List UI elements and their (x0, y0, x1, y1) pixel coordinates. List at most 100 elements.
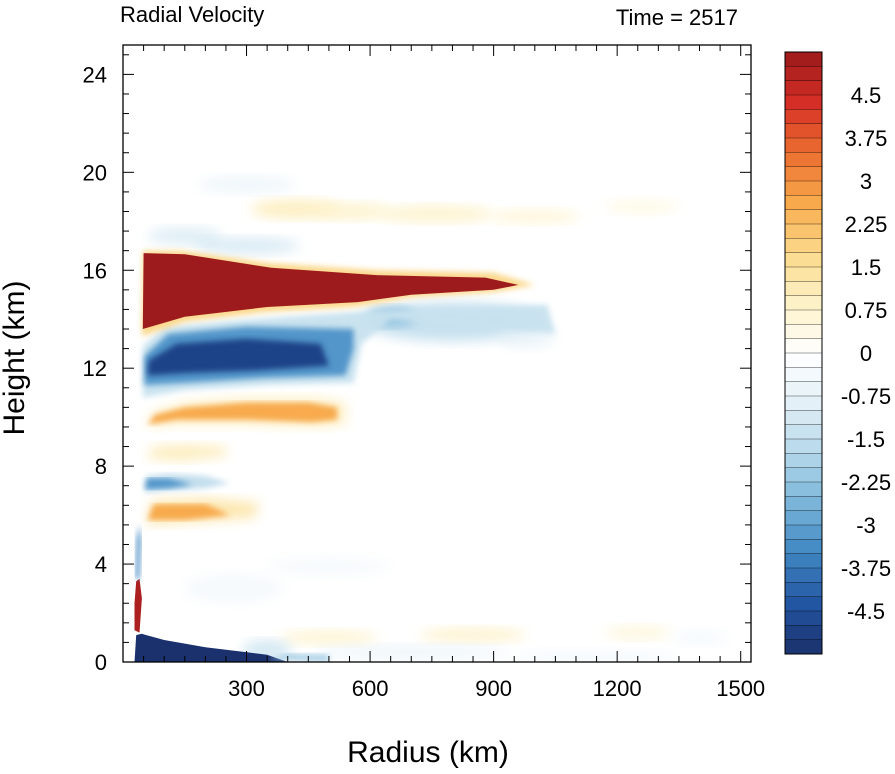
y-tick-label: 20 (83, 160, 107, 185)
colorbar-bin (784, 295, 823, 311)
velocity-contour (419, 627, 527, 643)
y-tick-label: 16 (83, 258, 107, 283)
colorbar-bin (784, 80, 823, 96)
x-tick-label: 300 (228, 676, 265, 701)
colorbar-bin (784, 66, 823, 82)
x-tick-label: 1500 (716, 676, 765, 701)
colorbar-bin (784, 453, 823, 469)
velocity-contour (316, 202, 391, 221)
colorbar-bin (784, 539, 823, 555)
colorbar-bin (784, 324, 823, 340)
colorbar-bin (784, 567, 823, 583)
velocity-contour (147, 504, 231, 520)
colorbar-bin (784, 553, 823, 569)
velocity-contour (147, 227, 222, 245)
colorbar-bin (784, 309, 823, 325)
colorbar-bin (784, 281, 823, 297)
colorbar-label: 3.75 (845, 126, 888, 151)
x-tick-label: 600 (352, 676, 389, 701)
velocity-contour (604, 625, 671, 640)
colorbar-bin (784, 338, 823, 354)
colorbar-bin (784, 51, 823, 67)
velocity-contour (197, 175, 296, 194)
velocity-contour (670, 630, 729, 645)
colorbar-bin (784, 209, 823, 225)
velocity-contour (134, 633, 288, 662)
colorbar-label: 0.75 (845, 298, 888, 323)
y-tick-label: 12 (83, 356, 107, 381)
velocity-contour (312, 644, 511, 660)
colorbar-bin (784, 123, 823, 139)
colorbar-bin (784, 381, 823, 397)
colorbar: 4.5 3.75 3 2.25 1.5 0.75 0 -0.75 -1.5 -2.25 -3 -3.7… (784, 51, 891, 655)
chart-title: Radial Velocity (120, 2, 264, 27)
x-axis-label: Radius (km) (347, 736, 509, 769)
colorbar-bin (784, 639, 823, 655)
colorbar-bin (784, 180, 823, 196)
velocity-contour (147, 444, 226, 462)
colorbar-label: -4.5 (847, 599, 885, 624)
colorbar-bin (784, 596, 823, 612)
colorbar-bin (784, 438, 823, 454)
colorbar-label: -3.75 (841, 556, 891, 581)
colorbar-label: 3 (860, 169, 872, 194)
velocity-contour (267, 653, 329, 662)
colorbar-label: -3 (856, 513, 876, 538)
colorbar-label: -0.75 (841, 384, 891, 409)
colorbar-bin (784, 481, 823, 497)
y-tick-label: 0 (95, 650, 107, 675)
x-tick-label: 1200 (593, 676, 642, 701)
colorbar-bin (784, 152, 823, 168)
colorbar-label: -2.25 (841, 470, 891, 495)
colorbar-bin (784, 524, 823, 540)
colorbar-label: 0 (860, 341, 872, 366)
colorbar-bin (784, 496, 823, 512)
colorbar-bin (784, 266, 823, 282)
colorbar-bin (784, 424, 823, 440)
colorbar-bin (784, 467, 823, 483)
velocity-contour (193, 237, 301, 255)
velocity-contour (147, 402, 338, 425)
colorbar-bin (784, 137, 823, 153)
velocity-contour (184, 573, 284, 604)
velocity-contour (279, 630, 379, 645)
colorbar-bin (784, 610, 823, 626)
colorbar-bin (784, 109, 823, 125)
y-axis-label: Height (km) (0, 280, 31, 435)
velocity-contour (147, 338, 329, 376)
velocity-contour (142, 253, 519, 329)
colorbar-bin (784, 252, 823, 268)
velocity-contour (378, 205, 494, 223)
colorbar-bin (784, 166, 823, 182)
colorbar-bin (784, 582, 823, 598)
colorbar-label: -1.5 (847, 427, 885, 452)
velocity-contour (267, 556, 391, 577)
velocity-contour (134, 578, 142, 633)
x-tick-label: 900 (475, 676, 512, 701)
colorbar-bin (784, 94, 823, 110)
colorbar-frame (784, 51, 823, 655)
plot-frame (122, 44, 752, 663)
colorbar-bin (784, 410, 823, 426)
colorbar-bin (784, 195, 823, 211)
colorbar-label: 2.25 (845, 212, 888, 237)
colorbar-bin (784, 395, 823, 411)
colorbar-label: 1.5 (851, 255, 882, 280)
colorbar-bin (784, 352, 823, 368)
y-tick-label: 8 (95, 454, 107, 479)
velocity-field (123, 45, 751, 662)
x-axis: 300 600 900 1200 1500 (143, 45, 765, 701)
colorbar-bin (784, 238, 823, 254)
velocity-contour (489, 209, 581, 224)
colorbar-bin (784, 367, 823, 383)
velocity-contour (135, 524, 142, 579)
colorbar-bin (784, 625, 823, 641)
y-tick-label: 4 (95, 552, 107, 577)
y-axis: 0 4 8 12 16 20 24 (83, 54, 751, 675)
chart-subtitle: Time = 2517 (616, 5, 738, 30)
colorbar-label: 4.5 (851, 83, 882, 108)
y-tick-label: 24 (83, 62, 107, 87)
colorbar-bin (784, 223, 823, 239)
colorbar-bin (784, 510, 823, 526)
